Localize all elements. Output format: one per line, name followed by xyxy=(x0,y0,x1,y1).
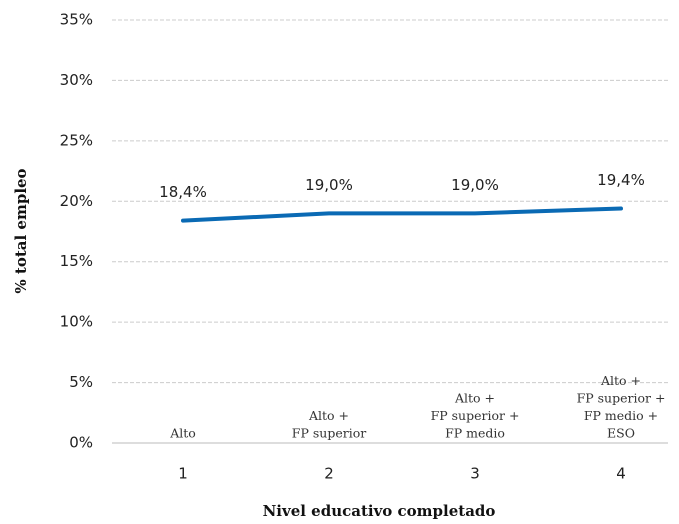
x-axis-title: Nivel educativo completado xyxy=(263,502,496,520)
data-label: 19,0% xyxy=(305,176,353,194)
y-tick-label: 30% xyxy=(60,71,93,89)
y-tick-label: 20% xyxy=(60,192,93,210)
category-annotation: FP medio + xyxy=(584,408,658,423)
y-tick-label: 10% xyxy=(60,313,93,331)
data-label: 19,0% xyxy=(451,176,499,194)
y-tick-label: 15% xyxy=(60,252,93,270)
y-tick-label: 0% xyxy=(69,434,93,452)
y-tick-label: 35% xyxy=(60,11,93,29)
y-tick-label: 5% xyxy=(69,373,93,391)
x-tick-label: 4 xyxy=(616,465,626,483)
category-annotation: FP superior + xyxy=(431,408,520,423)
category-annotation: FP superior + xyxy=(577,391,666,406)
x-tick-label: 1 xyxy=(178,465,188,483)
data-label: 19,4% xyxy=(597,171,645,189)
category-annotation: Alto xyxy=(169,426,196,441)
category-annotation: Alto + xyxy=(454,391,495,406)
category-annotation: Alto + xyxy=(308,408,349,423)
y-axis-title: % total empleo xyxy=(12,168,30,293)
category-annotation: FP medio xyxy=(445,426,505,441)
line xyxy=(181,206,623,223)
category-annotation: Alto + xyxy=(600,373,641,388)
x-tick-label: 3 xyxy=(470,465,480,483)
x-tick-label: 2 xyxy=(324,465,334,483)
data-label: 18,4% xyxy=(159,183,207,201)
y-tick-label: 25% xyxy=(60,131,93,149)
category-annotation: FP superior xyxy=(292,426,366,441)
category-annotation: ESO xyxy=(607,426,635,441)
